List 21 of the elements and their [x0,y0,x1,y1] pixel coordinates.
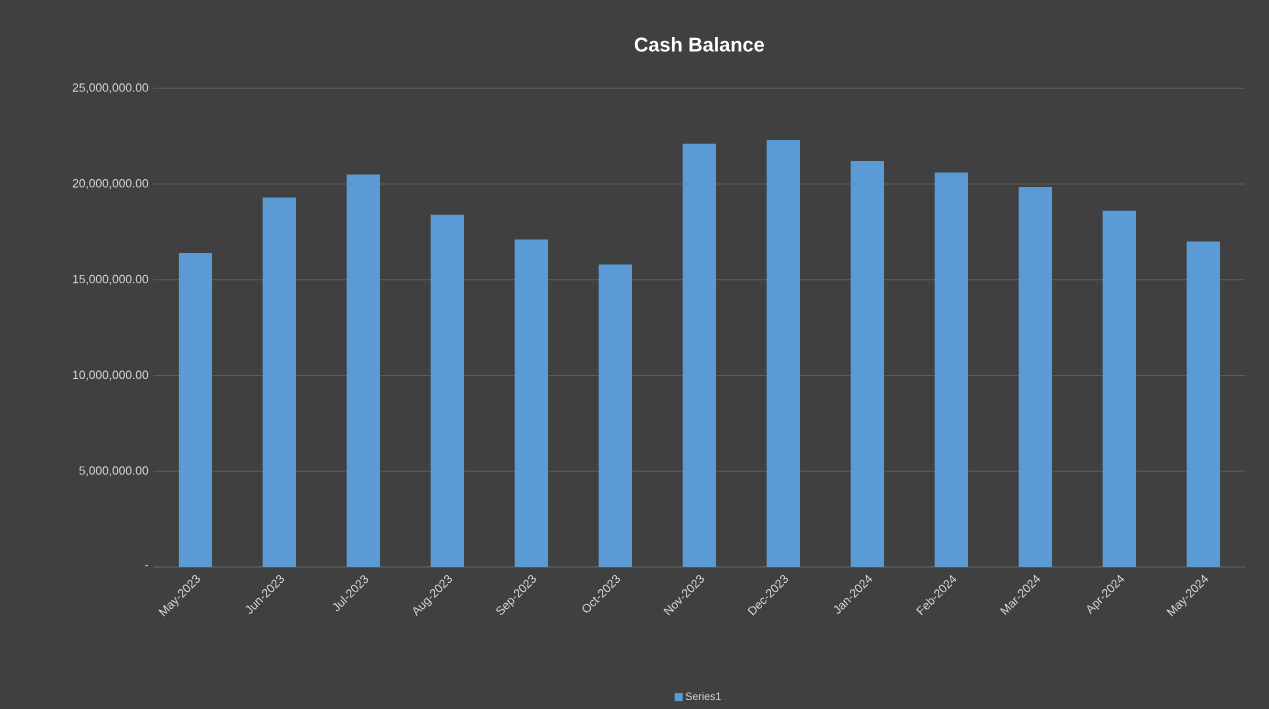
y-tick-label: 5,000,000.00 [79,466,149,477]
y-tick-label: 10,000,000.00 [73,370,149,381]
bar [598,264,633,567]
bar [934,172,969,567]
bar [430,214,465,567]
bar [1018,186,1053,567]
y-tick-label: 15,000,000.00 [73,274,149,285]
legend-label: Series1 [685,692,721,701]
bar [682,143,717,567]
bar [514,239,549,567]
bar [262,197,297,567]
bar [766,140,801,567]
chart-title: Cash Balance [634,37,764,52]
bar [178,252,213,567]
y-tick-label: 25,000,000.00 [72,83,149,94]
bar [850,161,885,567]
y-tick-label: 20,000,000.00 [72,179,149,189]
bar [1186,241,1221,567]
bar [346,174,381,567]
bar [1102,210,1137,567]
y-tick-label: - [145,565,149,567]
